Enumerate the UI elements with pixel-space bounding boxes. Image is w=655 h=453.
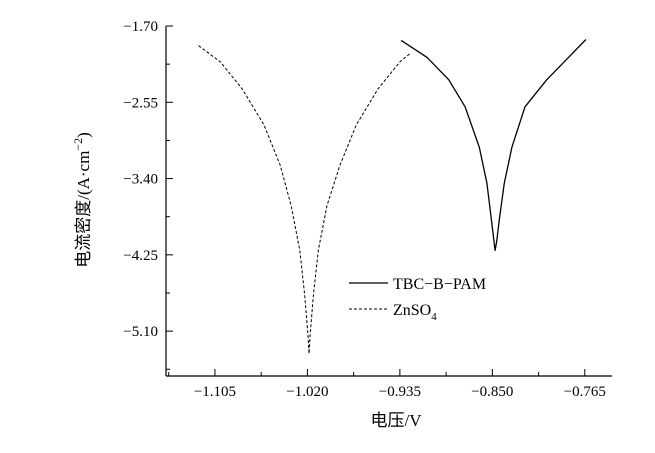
series-lines (198, 39, 587, 355)
x-tick-label: −1.105 (194, 384, 236, 400)
tick-labels: −1.70 −2.55 −3.40 −4.25 −5.10 −1.105 −1.020 −0.… (123, 19, 606, 400)
x-tick-label: −1.020 (286, 384, 328, 400)
y-axis-title-sup: −2 (71, 138, 85, 151)
y-tick-label: −5.10 (123, 324, 158, 340)
y-axis-title: 电流密度/(A·cm−2) (71, 132, 93, 268)
y-axis-title-main: 电流密度/(A·cm (74, 151, 93, 268)
y-tick-label: −1.70 (123, 19, 158, 35)
x-tick-label: −0.850 (471, 384, 513, 400)
legend-label-znso4-main: ZnSO (393, 302, 431, 319)
legend-label-znso4: ZnSO4 (393, 302, 437, 323)
y-tick-label: −3.40 (123, 172, 158, 188)
legend-label-tbc: TBC−B−PAM (393, 276, 486, 293)
y-tick-label: −4.25 (123, 248, 158, 264)
x-tick-label: −0.765 (564, 384, 606, 400)
y-tick-label: −2.55 (123, 95, 158, 111)
legend: TBC−B−PAM ZnSO4 (349, 276, 486, 323)
x-axis-title: 电压/V (371, 411, 423, 430)
y-axis-title-close: ) (74, 132, 93, 138)
axes (165, 25, 612, 377)
series-line-tbc-b-pam (400, 39, 587, 252)
x-tick-label: −0.935 (379, 384, 421, 400)
legend-label-znso4-sub: 4 (431, 311, 437, 323)
series-line-znso4 (198, 45, 412, 355)
